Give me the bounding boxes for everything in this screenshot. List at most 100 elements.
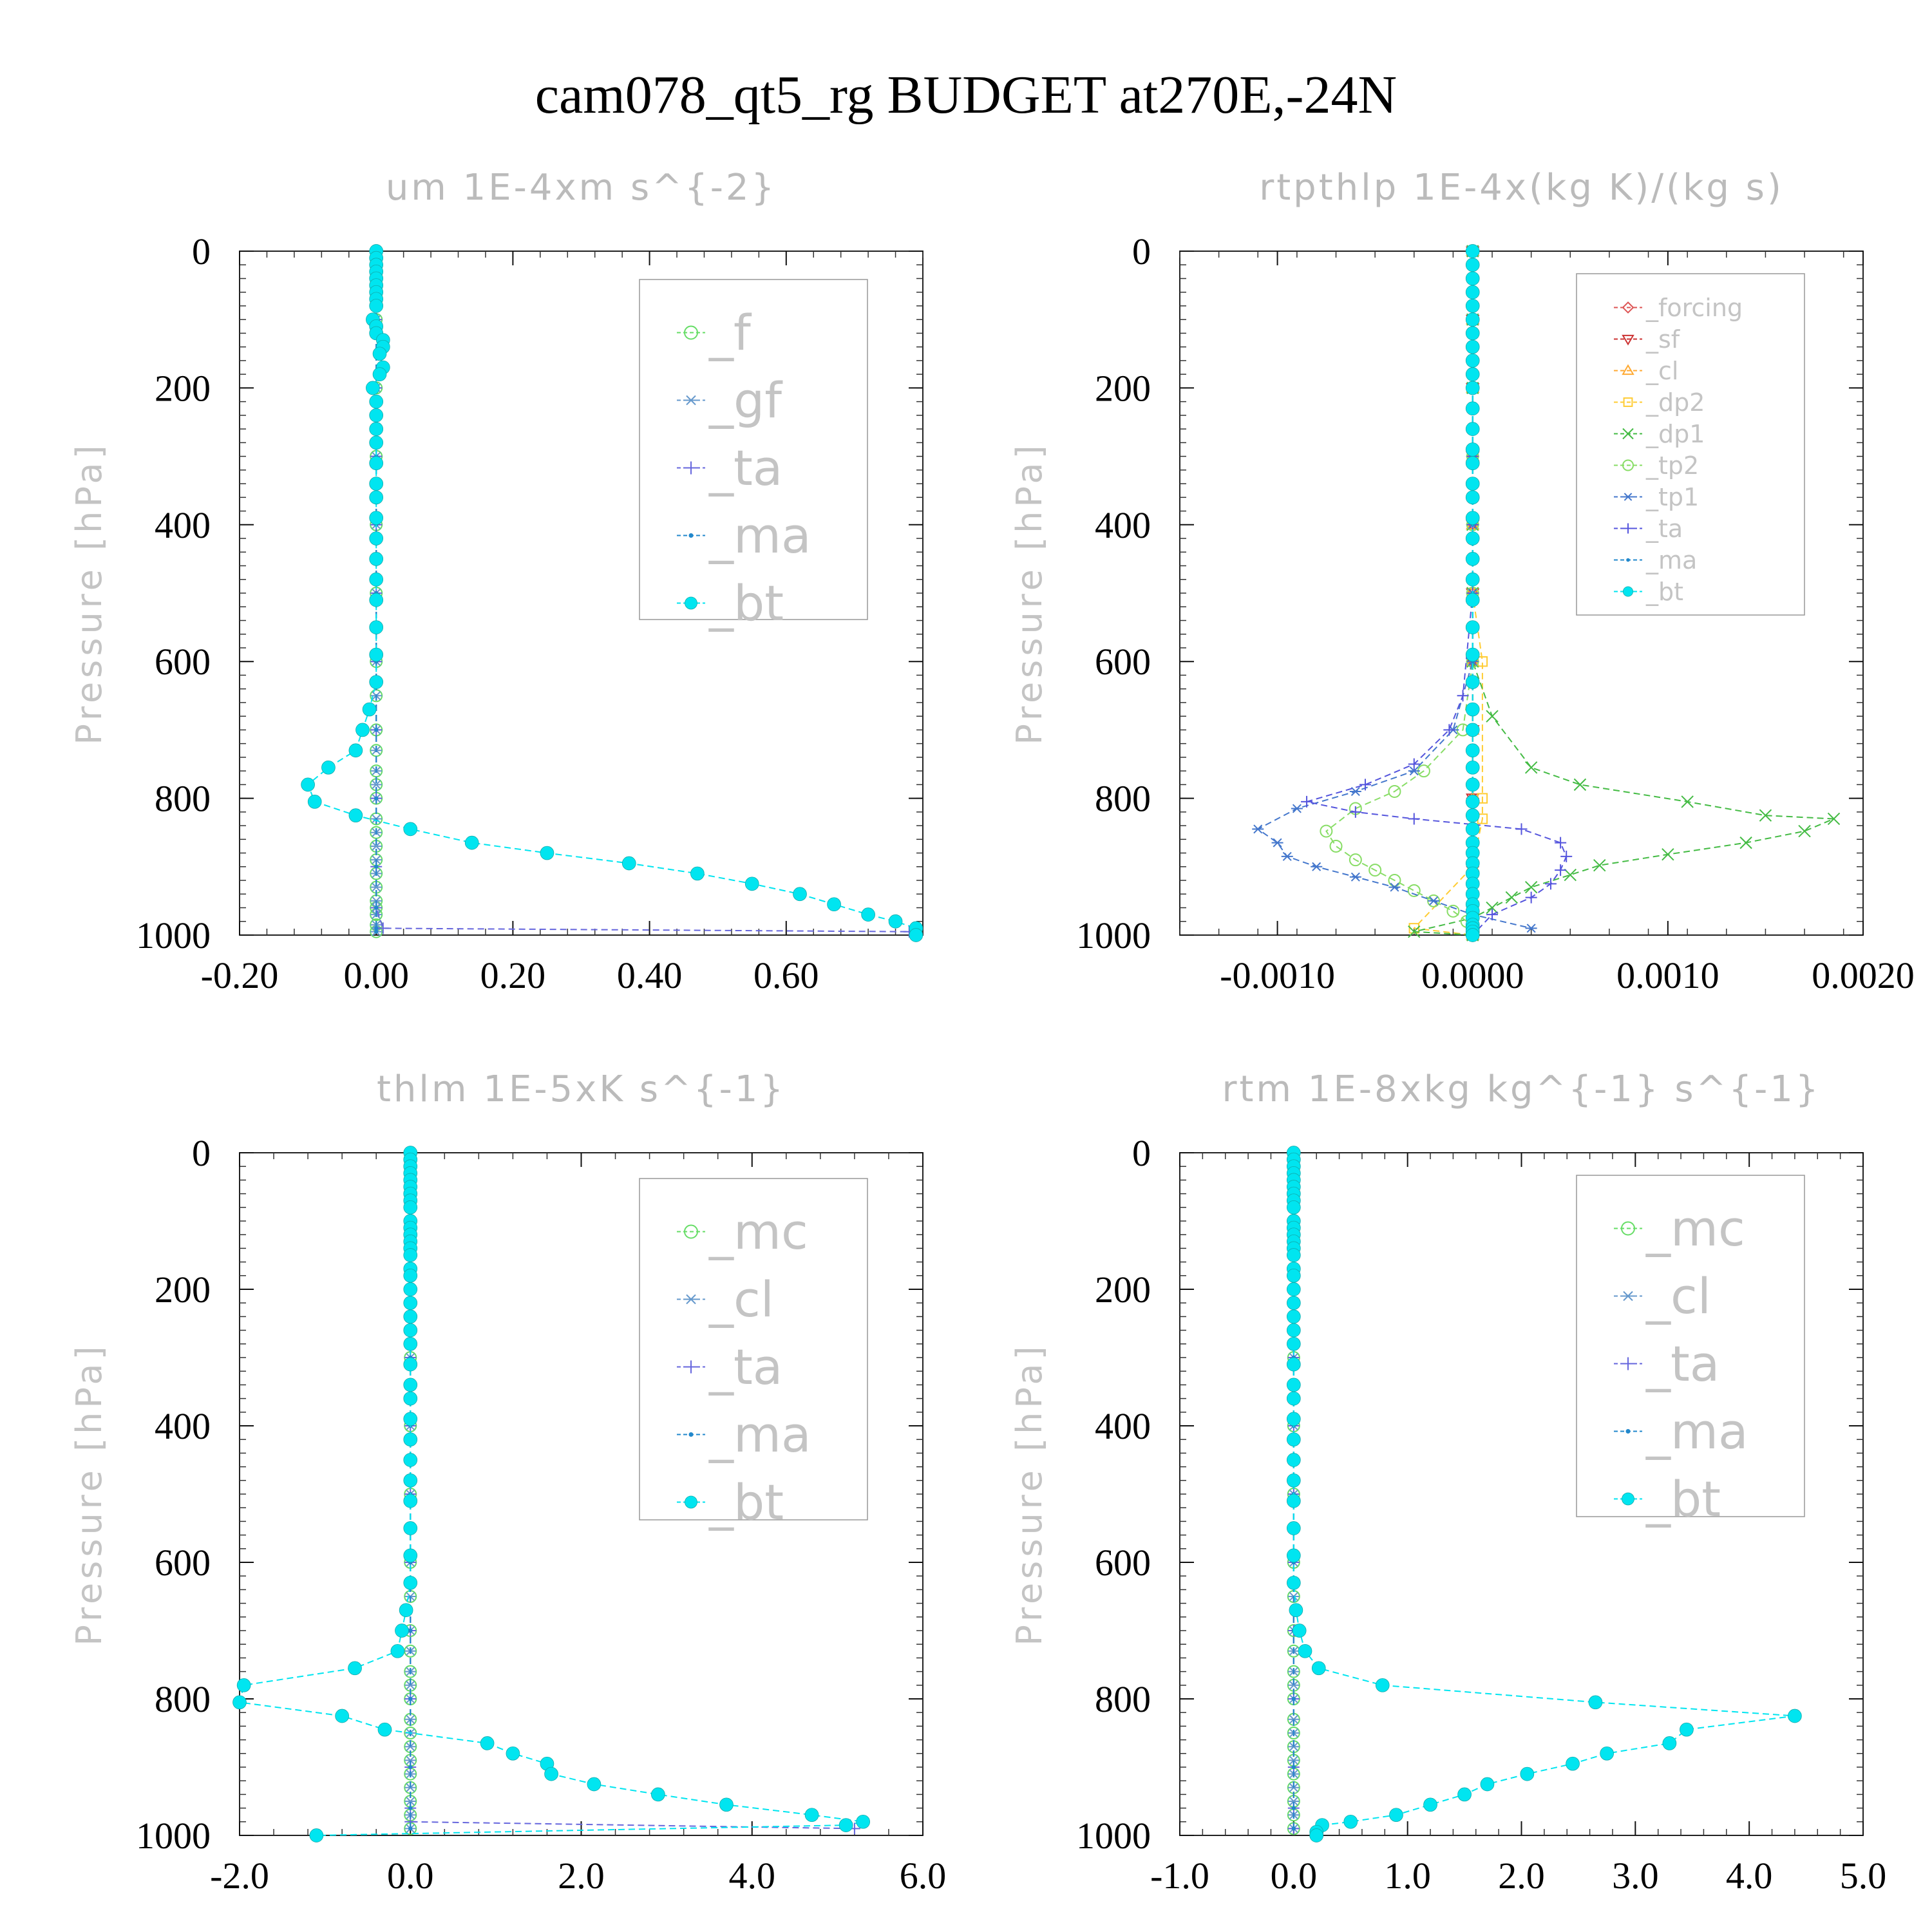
data-point: [403, 1296, 418, 1311]
data-point: [1298, 1643, 1312, 1658]
legend-marker: [1623, 493, 1633, 501]
data-point: [1457, 690, 1469, 702]
data-point: [1465, 381, 1480, 395]
legend-entry: _cl: [708, 1271, 774, 1328]
data-point: [301, 777, 315, 792]
data-point: [1573, 778, 1587, 791]
data-point: [309, 1828, 324, 1842]
data-point: [374, 728, 379, 732]
y-tick-label: 1000: [136, 1815, 211, 1857]
data-point: [1286, 1391, 1301, 1406]
data-point: [744, 876, 759, 891]
legend-entry: _ta: [1645, 515, 1683, 543]
data-point: [1446, 904, 1460, 918]
data-point: [404, 1714, 417, 1724]
data-point: [1555, 837, 1567, 849]
data-point: [404, 1680, 417, 1690]
x-tick-label: 0.0: [1271, 1855, 1318, 1897]
data-point: [1465, 511, 1480, 526]
data-point: [369, 647, 384, 662]
legend-entry: _mc: [708, 1203, 808, 1260]
data-point: [1287, 1714, 1300, 1724]
data-point: [1408, 813, 1420, 825]
legend-marker: [1622, 301, 1634, 314]
data-point: [1662, 1736, 1677, 1750]
data-point: [403, 1248, 418, 1262]
data-point: [1505, 891, 1519, 904]
legend-marker: [1622, 586, 1633, 597]
data-point: [1291, 1826, 1296, 1831]
legend: _forcing _sf _cl _dp2 _dp1 _tp2 _tp1 _ta _ma _bt: [1576, 273, 1805, 616]
data-point: [1788, 1709, 1802, 1723]
data-point: [1287, 1680, 1300, 1690]
data-point: [366, 381, 380, 395]
data-point: [1289, 1603, 1303, 1618]
data-point: [404, 1742, 417, 1752]
data-point: [348, 743, 363, 758]
y-tick-label: 600: [155, 641, 211, 683]
data-point: [1465, 795, 1480, 809]
y-tick-label: 800: [155, 1678, 211, 1720]
legend-entry: _cl: [1645, 357, 1678, 385]
data-point: [348, 808, 363, 823]
data-point: [1375, 1678, 1390, 1692]
data-point: [1286, 1521, 1301, 1535]
legend-entry: _ma: [708, 507, 811, 564]
data-point: [464, 835, 479, 850]
data-point: [1286, 1336, 1301, 1351]
data-point: [1287, 1756, 1300, 1765]
data-point: [355, 723, 370, 737]
panel-title: thlm 1E-5xK s^{-1}: [377, 1068, 786, 1110]
data-point: [1465, 808, 1480, 823]
data-point: [1388, 882, 1401, 892]
data-point: [403, 1336, 418, 1351]
y-tick-label: 800: [1095, 778, 1151, 820]
data-point: [369, 456, 384, 471]
data-point: [1291, 1765, 1296, 1770]
data-point: [404, 1756, 417, 1765]
data-point: [403, 1473, 418, 1488]
data-point: [1252, 824, 1264, 834]
data-point: [1286, 1378, 1301, 1392]
x-tick-label: -2.0: [210, 1855, 269, 1897]
panel-title: um 1E-4xm s^{-2}: [386, 167, 777, 209]
legend-marker: [688, 1432, 694, 1437]
data-point: [544, 1766, 558, 1781]
data-point: [1291, 1696, 1296, 1701]
x-tick-label: 5.0: [1840, 1855, 1887, 1897]
x-tick-label: 3.0: [1612, 1855, 1659, 1897]
data-point: [403, 1391, 418, 1406]
data-point: [1465, 702, 1480, 717]
data-point: [1555, 864, 1567, 876]
data-point: [1465, 258, 1480, 272]
data-point: [370, 841, 383, 851]
data-point: [1662, 848, 1674, 861]
legend-entry: _bt: [1645, 1470, 1721, 1528]
legend: _mc _cl _ta _ma _bt: [639, 1178, 868, 1531]
data-point: [1465, 422, 1480, 436]
data-point: [403, 1268, 418, 1283]
data-point: [1465, 592, 1480, 607]
data-point: [1286, 1248, 1301, 1262]
legend: _f _gf _ta _ma _bt: [639, 279, 868, 632]
data-point: [1286, 1309, 1301, 1324]
x-tick-label: -1.0: [1150, 1855, 1209, 1897]
data-point: [369, 592, 384, 607]
data-point: [369, 620, 384, 634]
data-point: [1759, 809, 1772, 822]
series-bt: [232, 1146, 871, 1842]
y-tick-label: 200: [155, 367, 211, 409]
data-point: [1286, 1493, 1301, 1508]
data-point: [1524, 761, 1538, 774]
data-point: [838, 1818, 853, 1832]
y-axis-label: Pressure [hPa]: [69, 441, 109, 744]
data-point: [1588, 1695, 1603, 1710]
legend-marker: [1622, 1291, 1634, 1302]
data-point: [1465, 822, 1480, 837]
legend-entry: _f: [708, 304, 752, 361]
data-point: [856, 1814, 871, 1829]
data-point: [348, 1661, 362, 1676]
legend-marker: [1622, 459, 1634, 471]
legend-marker: [684, 325, 698, 340]
data-point: [1443, 724, 1455, 736]
